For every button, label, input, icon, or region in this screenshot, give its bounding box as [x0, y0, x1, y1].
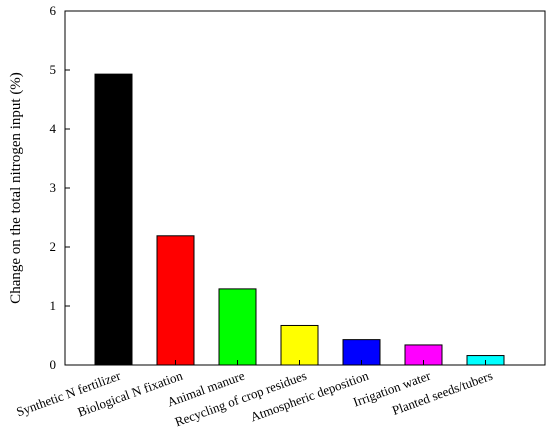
y-tick-label: 3	[50, 180, 57, 195]
y-axis-ticks: 0 1 2 3 4 5 6	[50, 3, 70, 372]
bar	[218, 288, 257, 366]
bar	[94, 73, 133, 366]
bar	[280, 324, 319, 366]
y-tick-label: 4	[50, 121, 57, 136]
axes-group	[64, 10, 546, 366]
y-tick-label: 0	[50, 357, 57, 372]
y-tick-label: 1	[50, 298, 57, 313]
y-axis-label: Change on the total nitrogen input (%)	[8, 72, 24, 304]
bar	[156, 235, 195, 366]
y-tick-label: 6	[50, 3, 57, 18]
bars-group	[94, 73, 505, 366]
plot-frame	[64, 10, 546, 366]
y-tick-label: 5	[50, 62, 57, 77]
y-tick-label: 2	[50, 239, 57, 254]
